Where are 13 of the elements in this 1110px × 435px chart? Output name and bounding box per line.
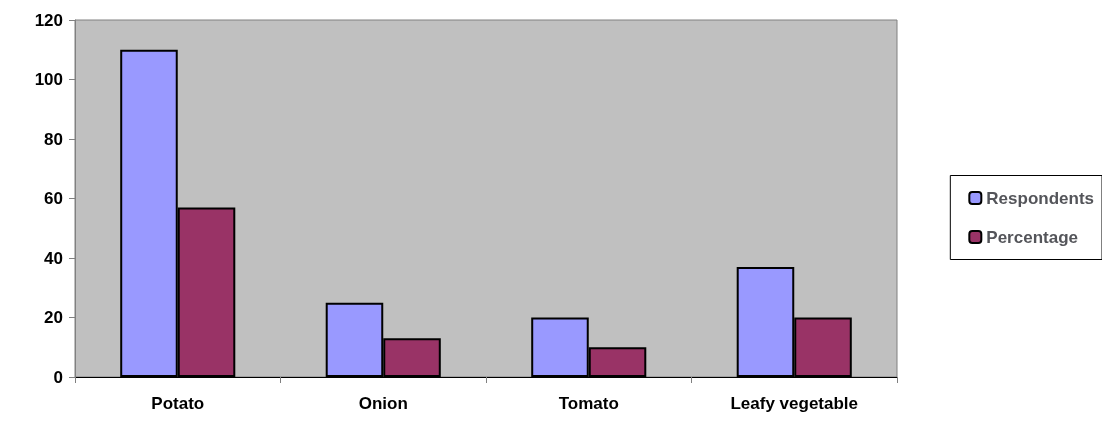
y-tick-label: 120	[34, 10, 63, 30]
y-tick-label: 0	[53, 367, 63, 387]
y-tick-label: 60	[44, 189, 63, 208]
x-tick-label: Leafy vegetable	[730, 394, 859, 413]
y-tick-label: 40	[44, 248, 63, 268]
y-tick-label: 80	[44, 129, 63, 149]
x-tick-label: Tomato	[558, 394, 619, 413]
y-tick-label: 20	[44, 308, 63, 327]
x-tick-label: Onion	[358, 394, 408, 413]
legend-label: Percentage	[986, 227, 1078, 247]
x-tick-label: Potato	[151, 394, 205, 413]
legend-label: Respondents	[986, 188, 1095, 208]
y-tick-label: 100	[34, 70, 63, 89]
